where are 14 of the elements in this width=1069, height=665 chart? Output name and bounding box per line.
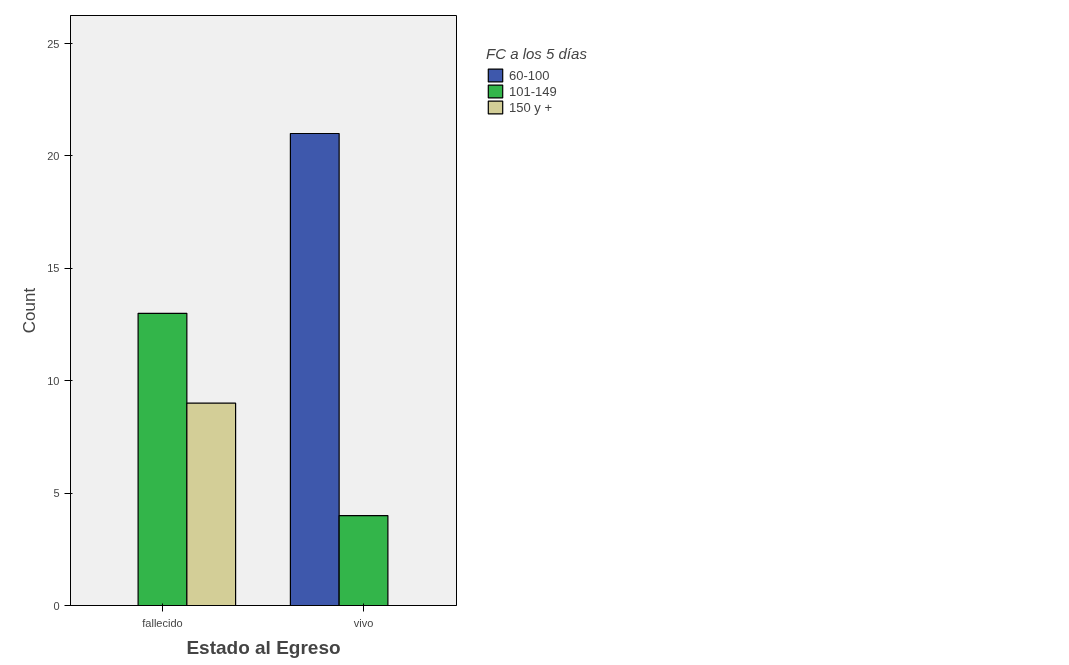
y-tick-label: 10 xyxy=(47,374,60,387)
legend-label: 150 y + xyxy=(509,99,553,115)
y-tick-label: 0 xyxy=(53,599,60,612)
x-tick-label: fallecido xyxy=(142,616,183,629)
y-tick-label: 25 xyxy=(47,37,60,50)
y-tick-label: 15 xyxy=(47,262,60,275)
y-tick-label: 20 xyxy=(47,149,60,162)
legend-title: FC a los 5 días xyxy=(486,45,587,62)
x-tick-label: vivo xyxy=(353,616,374,629)
y-axis-title: Count xyxy=(20,287,40,334)
legend-label: 60-100 xyxy=(509,67,550,83)
y-tick-label: 5 xyxy=(53,487,60,500)
legend-label: 101-149 xyxy=(509,83,557,99)
x-axis-title: Estado al Egreso xyxy=(186,636,341,658)
